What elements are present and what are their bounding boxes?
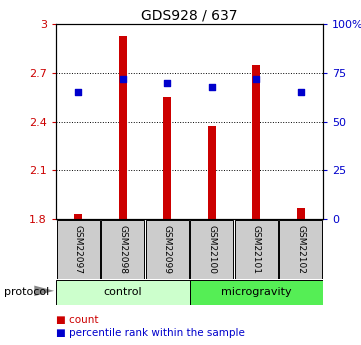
Bar bbox=[252, 65, 260, 219]
Bar bbox=[163, 97, 171, 219]
Text: protocol: protocol bbox=[4, 287, 49, 296]
Text: GSM22102: GSM22102 bbox=[296, 225, 305, 274]
Text: microgravity: microgravity bbox=[221, 287, 292, 297]
Text: GSM22100: GSM22100 bbox=[207, 225, 216, 274]
Point bbox=[164, 80, 170, 85]
Text: GSM22098: GSM22098 bbox=[118, 225, 127, 274]
FancyBboxPatch shape bbox=[57, 220, 100, 279]
Bar bbox=[119, 36, 127, 219]
Point bbox=[253, 76, 259, 81]
FancyBboxPatch shape bbox=[190, 280, 323, 305]
Polygon shape bbox=[34, 286, 54, 296]
Text: ■ count: ■ count bbox=[56, 315, 99, 325]
FancyBboxPatch shape bbox=[190, 220, 233, 279]
Text: control: control bbox=[104, 287, 142, 297]
Point bbox=[120, 76, 126, 81]
Point bbox=[75, 90, 81, 95]
Bar bbox=[74, 214, 82, 219]
Text: ■ percentile rank within the sample: ■ percentile rank within the sample bbox=[56, 328, 245, 338]
Title: GDS928 / 637: GDS928 / 637 bbox=[141, 9, 238, 23]
Point bbox=[298, 90, 304, 95]
FancyBboxPatch shape bbox=[146, 220, 189, 279]
Point bbox=[209, 84, 215, 89]
Bar bbox=[208, 127, 216, 219]
FancyBboxPatch shape bbox=[235, 220, 278, 279]
Text: GSM22101: GSM22101 bbox=[252, 225, 261, 274]
FancyBboxPatch shape bbox=[101, 220, 144, 279]
Text: GSM22097: GSM22097 bbox=[74, 225, 83, 274]
FancyBboxPatch shape bbox=[279, 220, 322, 279]
FancyBboxPatch shape bbox=[56, 280, 190, 305]
Text: GSM22099: GSM22099 bbox=[163, 225, 172, 274]
Bar bbox=[297, 208, 305, 219]
